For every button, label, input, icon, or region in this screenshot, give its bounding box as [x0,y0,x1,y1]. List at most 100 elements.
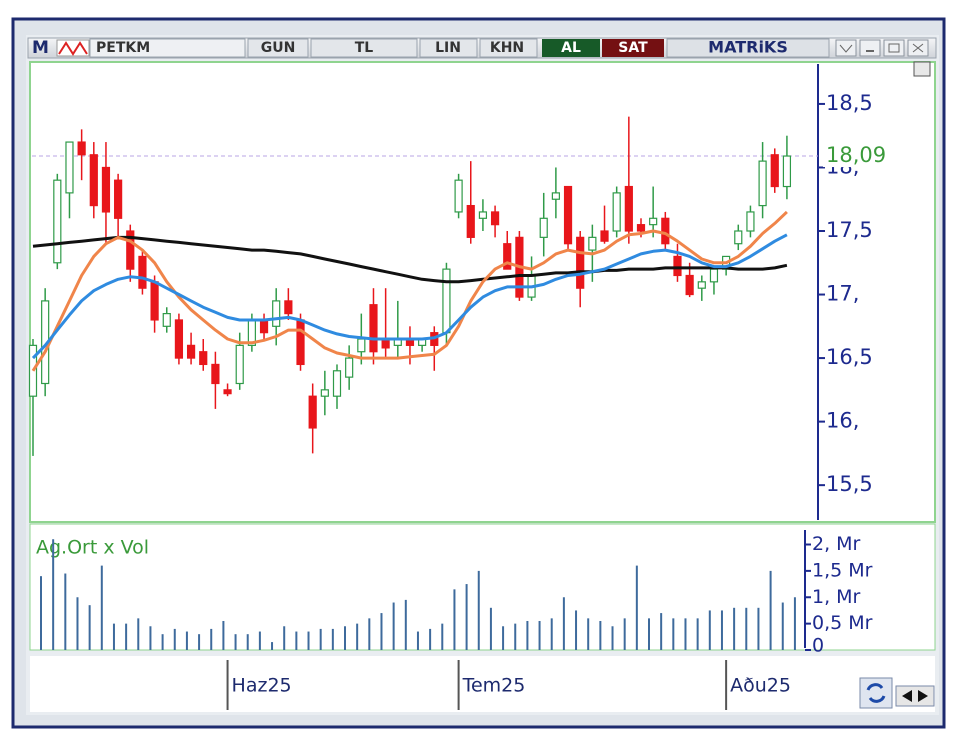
panel-button[interactable] [913,61,931,77]
volume-bar [210,628,213,650]
volume-bar [344,626,346,650]
volume-bar [672,618,675,650]
volume-bar [283,626,286,650]
volume-bar [562,597,565,650]
y-tick-label: 17, [826,282,859,306]
volume-bar [198,634,201,650]
y-tick-label: 17,5 [826,218,873,242]
volume-bar [88,605,91,650]
volume-bar [708,610,711,650]
last-value-label: 18,09 [826,143,886,167]
volume-bar [684,618,687,650]
sell-button[interactable] [602,39,664,57]
volume-bar [526,620,529,650]
menu-button[interactable]: M [32,38,49,58]
moving-average-line [32,235,788,284]
candle-body [272,300,281,327]
volume-bar [64,573,67,650]
sell-label[interactable]: SAT [618,40,648,56]
volume-bar [733,607,736,650]
candle-body [320,389,329,397]
y-tick-label: 2, Mr [812,533,861,555]
candle-body [576,236,585,289]
volume-bar [222,620,225,650]
moving-average-line [31,210,788,372]
candle-body [138,255,147,289]
y-tick-label: 16, [826,409,859,433]
candle-body [235,344,244,385]
volume-bar [611,626,614,650]
candle-body [101,166,111,213]
candle-body [636,224,646,232]
moving-average-line [31,233,788,360]
volume-bar [368,618,371,650]
candle-body [199,351,208,366]
volume-bar [149,626,152,650]
candle-body [114,179,123,219]
candle-body [673,255,682,277]
candle-body [709,268,719,283]
buy-button[interactable] [542,39,600,57]
candle-body [746,211,755,232]
scale-button[interactable] [419,38,478,58]
brand: MATRiKS [708,38,788,57]
candle-body [758,160,767,207]
currency-label[interactable]: TL [355,40,374,56]
candle-body [162,313,171,327]
candle-body [490,211,500,226]
volume-bar [781,602,784,650]
toolbar: M PETKM GUN TL LIN KHN AL SAT MATRiKS [27,37,937,59]
candle-body [53,179,62,264]
candle-body [186,344,196,359]
volume-bar [52,539,55,650]
window-buttons[interactable] [835,39,929,57]
candle-body [296,319,305,366]
volume-bar [356,623,359,650]
candle-body [65,141,74,194]
volume-bar [660,613,663,650]
currency-button[interactable] [310,38,418,58]
volume-bar [246,634,249,650]
candle-body [685,274,694,296]
volume-bar [793,597,796,650]
symbol-name[interactable]: PETKM [96,40,150,56]
candle-body [454,179,463,213]
candle-body [734,230,743,245]
volume-bar [757,607,760,650]
volume-bar [575,610,578,650]
volume-bar [599,620,602,650]
volume-bar [550,618,553,650]
chart-type-button[interactable] [479,38,538,58]
nav-buttons[interactable] [859,677,935,709]
volume-bar [380,613,383,650]
y-tick-label: 0,5 Mr [812,612,873,634]
symbol-box[interactable] [89,38,246,58]
volume-bar [648,618,650,650]
volume-bar [453,589,456,650]
candle-body [369,304,378,353]
volume-bar [489,607,492,650]
volume-bar [173,628,176,650]
volume-bar [100,565,103,650]
volume-bar [635,565,638,650]
candle-body [223,389,232,395]
buy-label[interactable]: AL [561,40,581,56]
candle-body [466,204,475,238]
x-tick-label: Tem25 [462,675,526,697]
candle-body [770,154,779,188]
period-label[interactable]: GUN [261,40,296,56]
candle-body [259,319,269,334]
volume-bar [331,628,334,650]
scale-label[interactable]: LIN [435,40,461,56]
chart-type-label[interactable]: KHN [490,40,524,56]
volume-bar [40,576,42,650]
volume-bar [392,602,395,650]
candle-body [345,357,354,378]
x-tick-label: Haz25 [232,675,292,697]
period-button[interactable] [247,38,309,58]
volume-bar [137,618,140,650]
brand-box [666,38,830,58]
volume-bar [429,628,432,650]
candle-body [357,338,366,353]
candle-body [624,185,633,232]
